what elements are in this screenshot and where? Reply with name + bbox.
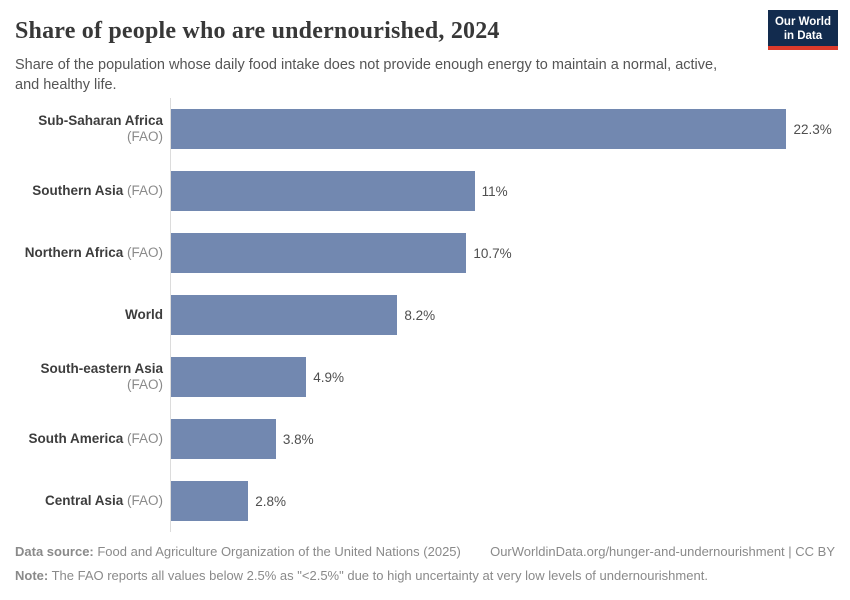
value-label: 3.8% (282, 431, 314, 447)
plot-area: 22.3% (170, 98, 835, 160)
category-label: Sub-Saharan Africa (FAO) (15, 113, 170, 145)
bar-row: Central Asia (FAO) 2.8% (15, 470, 835, 532)
plot-area: 2.8% (170, 470, 835, 532)
owid-logo-line2: in Data (783, 30, 823, 43)
bar-south-america[interactable] (171, 419, 276, 459)
data-source-label: Data source: (15, 544, 94, 559)
bar-northern-africa[interactable] (171, 233, 467, 273)
chart-subtitle: Share of the population whose daily food… (15, 57, 718, 94)
entity-qualifier: (FAO) (127, 129, 163, 144)
value-label: 11% (481, 183, 508, 199)
plot-area: 8.2% (170, 284, 835, 346)
entity-name: Northern Africa (24, 244, 124, 260)
value-label: 8.2% (404, 307, 436, 323)
bar-world[interactable] (171, 295, 398, 335)
entity-qualifier: (FAO) (127, 244, 163, 260)
bar-row: Sub-Saharan Africa (FAO) 22.3% (15, 98, 835, 160)
entity-qualifier: (FAO) (127, 182, 163, 198)
value-label: 4.9% (313, 369, 345, 385)
plot-area: 11% (170, 160, 835, 222)
chart-note: Note: The FAO reports all values below 2… (15, 567, 835, 585)
category-label: Central Asia (FAO) (15, 493, 170, 509)
plot-area: 3.8% (170, 408, 835, 470)
category-label: South-eastern Asia (FAO) (15, 361, 170, 393)
bar-row: South America (FAO) 3.8% (15, 408, 835, 470)
entity-name: South America (28, 430, 124, 446)
entity-name: Sub-Saharan Africa (38, 112, 163, 128)
value-label: 22.3% (793, 121, 832, 137)
chart-footer: Data source: Food and Agriculture Organi… (15, 543, 835, 584)
plot-area: 4.9% (170, 346, 835, 408)
note-label: Note: (15, 567, 49, 583)
bar-row: South-eastern Asia (FAO) 4.9% (15, 346, 835, 408)
bar-row: Southern Asia (FAO) 11% (15, 160, 835, 222)
bar-row: Northern Africa (FAO) 10.7% (15, 222, 835, 284)
bar-southern-asia[interactable] (171, 171, 475, 211)
entity-name: Southern Asia (32, 182, 124, 198)
category-label: Northern Africa (FAO) (15, 245, 170, 261)
chart-header: Share of people who are undernourished, … (0, 0, 850, 96)
page-title: Share of people who are undernourished, … (15, 18, 500, 44)
entity-qualifier: (FAO) (127, 430, 163, 446)
note-text: The FAO reports all values below 2.5% as… (48, 567, 708, 583)
entity-name: Central Asia (44, 492, 124, 508)
license-link[interactable]: OurWorldinData.org/hunger-and-undernouri… (490, 544, 835, 559)
bar-central-asia[interactable] (171, 481, 249, 521)
entity-qualifier: (FAO) (127, 377, 163, 392)
owid-logo[interactable]: Our World in Data (767, 10, 838, 51)
category-label: Southern Asia (FAO) (15, 183, 170, 199)
category-label: South America (FAO) (15, 431, 170, 447)
owid-logo-line1: Our World (774, 16, 831, 28)
category-label: World (15, 307, 170, 323)
bar-sub-saharan-africa[interactable] (171, 109, 787, 149)
entity-name: South-eastern Asia (40, 360, 163, 376)
bar-row: World 8.2% (15, 284, 835, 346)
bar-south-eastern-asia[interactable] (171, 357, 307, 397)
plot-area: 10.7% (170, 222, 835, 284)
data-source: Data source: Food and Agriculture Organi… (15, 543, 461, 561)
bar-chart: Sub-Saharan Africa (FAO) 22.3% Southern … (15, 98, 835, 532)
data-source-text: Food and Agriculture Organization of the… (93, 544, 461, 559)
entity-name: World (125, 306, 163, 322)
value-label: 10.7% (473, 245, 512, 261)
value-label: 2.8% (255, 493, 287, 509)
entity-qualifier: (FAO) (127, 492, 163, 508)
